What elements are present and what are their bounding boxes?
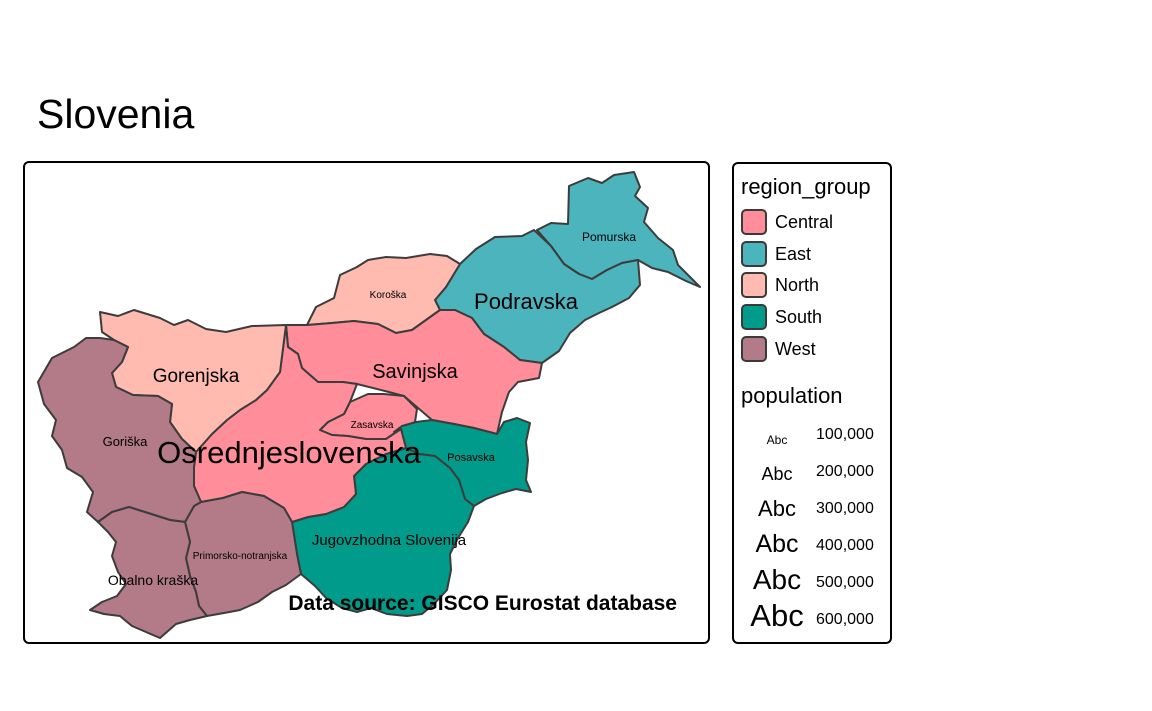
legend-size-sample: Abc: [766, 433, 788, 447]
region-label-savinjska: Savinjska: [372, 361, 458, 383]
legend-size-sample: Abc: [752, 564, 802, 595]
legend-size-row: Abc 200,000: [734, 453, 894, 489]
legend-item-south: South: [741, 304, 891, 332]
region-label-posavska: Posavska: [447, 452, 496, 464]
legend-label: North: [775, 275, 820, 295]
legend-panel: region_group Central East North South We…: [732, 162, 892, 644]
region-label-podravska: Podravska: [474, 289, 579, 314]
region-label-goriska: Goriška: [103, 434, 149, 449]
map-panel: Pomurska Podravska Koroška Savinjska Zas…: [23, 161, 710, 644]
region-label-pomurska: Pomurska: [582, 230, 636, 244]
legend-size-row: Abc 100,000: [734, 416, 894, 452]
region-goriska[interactable]: [37, 337, 202, 523]
legend-size-sample: Abc: [755, 530, 799, 558]
legend-size-row: Abc 600,000: [734, 598, 894, 637]
region-label-gorenjska: Gorenjska: [153, 366, 240, 387]
region-label-zasavska: Zasavska: [351, 420, 394, 431]
legend-size-sample: Abc: [758, 496, 796, 521]
data-source-credit: Data source: GISCO Eurostat database: [288, 592, 677, 615]
region-label-koroska: Koroška: [370, 290, 407, 301]
region-label-primorsko-notranjska: Primorsko-notranjska: [193, 551, 288, 562]
legend-label: Central: [775, 212, 834, 232]
legend-label: West: [775, 339, 816, 359]
legend-size-row: Abc 400,000: [734, 527, 894, 563]
legend-swatch: [741, 241, 767, 267]
legend-size-title: population: [741, 383, 843, 408]
legend-size-sample: Abc: [750, 598, 804, 633]
legend-swatch: [741, 272, 767, 298]
legend-item-east: East: [741, 241, 891, 269]
legend-size-value: 200,000: [816, 463, 874, 480]
legend-label: East: [775, 244, 812, 264]
legend-item-central: Central: [741, 209, 891, 237]
map-title: Slovenia: [37, 91, 195, 137]
legend-swatch: [741, 304, 767, 330]
legend-swatch: [741, 209, 767, 235]
legend-label: South: [775, 307, 823, 327]
legend-fill-title: region_group: [741, 174, 871, 199]
legend-size-value: 400,000: [816, 537, 874, 554]
legend-size-value: 300,000: [816, 500, 874, 517]
legend-size-row: Abc 300,000: [734, 490, 894, 526]
legend-size-value: 500,000: [816, 574, 874, 591]
legend-item-west: West: [741, 336, 891, 364]
legend-size-value: 600,000: [816, 611, 874, 628]
legend-item-north: North: [741, 272, 891, 300]
region-label-jugovzhodna-slovenija: Jugovzhodna Slovenija: [312, 532, 467, 549]
region-obalno-kraska[interactable]: [89, 506, 208, 639]
region-label-osrednjeslovenska: Osrednjeslovenska: [157, 435, 421, 470]
legend-size-sample: Abc: [761, 464, 793, 484]
legend-size-value: 100,000: [816, 426, 874, 443]
legend-size-row: Abc 500,000: [734, 564, 894, 600]
region-label-obalno-kraska: Obalno kraška: [108, 572, 198, 588]
legend-swatch: [741, 336, 767, 362]
map-svg: Pomurska Podravska Koroška Savinjska Zas…: [37, 171, 701, 639]
